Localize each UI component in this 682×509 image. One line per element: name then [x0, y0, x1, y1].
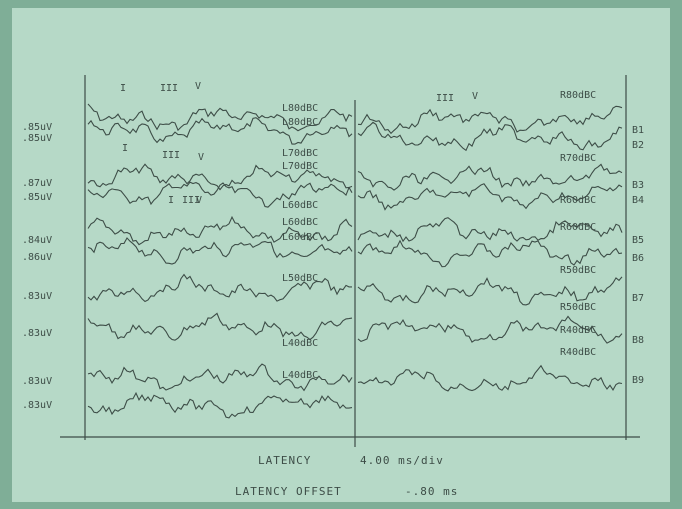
peak-label: III — [160, 83, 178, 94]
peak-label: I — [120, 83, 126, 94]
peak-label: V — [196, 195, 202, 206]
channel-label: B3 — [632, 180, 644, 191]
amplitude-label: .85uV — [22, 133, 52, 144]
trace-label: R50dBC — [560, 265, 596, 276]
offset-label: LATENCY OFFSET — [235, 485, 342, 498]
peak-label: I — [122, 143, 128, 154]
channel-label: B7 — [632, 293, 644, 304]
trace-label: L70dBC — [282, 148, 318, 159]
paper — [12, 8, 670, 502]
peak-label: I — [168, 195, 174, 206]
trace-label: R80dBC — [560, 90, 596, 101]
trace-label: R40dBC — [560, 347, 596, 358]
photo: LATENCY 4.00 ms/div LATENCY OFFSET -.80 … — [0, 0, 682, 509]
amplitude-label: .85uV — [22, 192, 52, 203]
trace-label: R60dBC — [560, 195, 596, 206]
amplitude-label: .83uV — [22, 376, 52, 387]
amplitude-label: .83uV — [22, 291, 52, 302]
channel-label: B2 — [632, 140, 644, 151]
printout: LATENCY 4.00 ms/div LATENCY OFFSET -.80 … — [0, 0, 682, 509]
trace-label: L70dBC — [282, 161, 318, 172]
channel-label: B8 — [632, 335, 644, 346]
trace-label: L80dBC — [282, 117, 318, 128]
amplitude-label: .83uV — [22, 400, 52, 411]
peak-label: V — [472, 91, 478, 102]
trace-label: L40dBC — [282, 370, 318, 381]
trace-label: L50dBC — [282, 273, 318, 284]
offset-value: -.80 ms — [405, 485, 458, 498]
latency-label: LATENCY — [258, 454, 311, 467]
trace-label: L60dBC — [282, 200, 318, 211]
amplitude-label: .86uV — [22, 252, 52, 263]
peak-label: V — [195, 81, 201, 92]
amplitude-label: .84uV — [22, 235, 52, 246]
peak-label: V — [198, 152, 204, 163]
channel-label: B1 — [632, 125, 644, 136]
latency-scale: 4.00 ms/div — [360, 454, 444, 467]
trace-label: R40dBC — [560, 325, 596, 336]
channel-label: B4 — [632, 195, 644, 206]
trace-label: R60dBC — [560, 222, 596, 233]
channel-label: B9 — [632, 375, 644, 386]
trace-label: L80dBC — [282, 103, 318, 114]
peak-label: III — [436, 93, 454, 104]
trace-label: L60dBC — [282, 232, 318, 243]
amplitude-label: .87uV — [22, 178, 52, 189]
trace-label: R50dBC — [560, 302, 596, 313]
trace-label: R70dBC — [560, 153, 596, 164]
trace-label: L60dBC — [282, 217, 318, 228]
peak-label: III — [162, 150, 180, 161]
amplitude-label: .85uV — [22, 122, 52, 133]
trace-label: L40dBC — [282, 338, 318, 349]
amplitude-label: .83uV — [22, 328, 52, 339]
channel-label: B6 — [632, 253, 644, 264]
channel-label: B5 — [632, 235, 644, 246]
